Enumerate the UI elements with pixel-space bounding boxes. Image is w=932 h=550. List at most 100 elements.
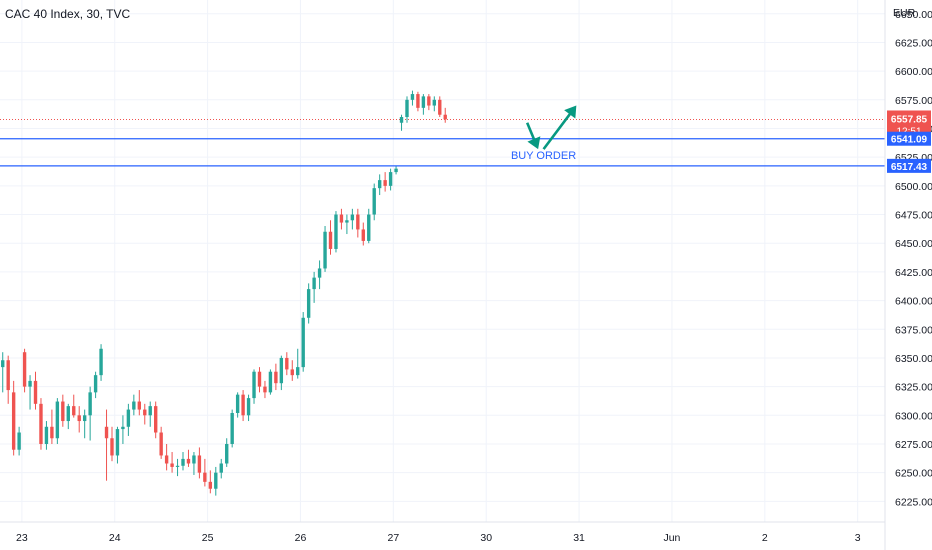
candle-body <box>28 380 32 387</box>
time-tick-label: 31 <box>573 532 585 544</box>
candle-body <box>154 406 158 433</box>
price-tick-label: 6575.00 <box>895 95 932 107</box>
price-tick-label: 6275.00 <box>895 439 932 451</box>
price-axis[interactable]: 6225.00 6250.00 6275.00 6300.00 6325.00 6350.… <box>895 9 932 509</box>
candle-body <box>285 357 289 370</box>
candle-body <box>438 99 442 115</box>
chart-title: CAC 40 Index, 30, TVC <box>5 7 131 21</box>
candle-body <box>99 348 103 376</box>
price-tick-label: 6500.00 <box>895 181 932 193</box>
candle-body <box>186 458 191 464</box>
candle-body <box>192 455 196 464</box>
candle-body <box>410 94 415 100</box>
price-tick-label: 6425.00 <box>895 267 932 279</box>
candle-body <box>274 371 278 384</box>
candle-body <box>55 401 60 439</box>
time-tick-label: 27 <box>387 532 399 544</box>
candle-body <box>405 99 409 118</box>
time-tick-label: 23 <box>16 532 28 544</box>
candle-body <box>17 432 21 450</box>
candle-body <box>126 409 131 427</box>
candle-body <box>268 371 273 393</box>
candle-body <box>394 168 398 173</box>
candle-body <box>246 398 251 416</box>
time-tick-label: 30 <box>480 532 492 544</box>
candle-body <box>104 426 109 439</box>
candle-body <box>11 392 16 450</box>
candle-body <box>421 96 426 108</box>
candle-body <box>77 415 81 422</box>
candle-body <box>137 401 141 410</box>
candle-body <box>334 214 338 249</box>
candle-body <box>121 426 125 430</box>
arrow-up-icon[interactable] <box>542 105 577 150</box>
price-tick-label: 6325.00 <box>895 382 932 394</box>
line-price-tag <box>887 131 931 146</box>
candle-body <box>1 360 5 368</box>
candle-body <box>279 357 284 384</box>
candle-body <box>301 317 305 368</box>
candle-body <box>197 455 202 473</box>
candle-body <box>208 481 213 489</box>
price-tick-label: 6400.00 <box>895 296 932 308</box>
candle-body <box>110 438 114 456</box>
candle-body <box>345 220 349 223</box>
candle-body <box>39 403 43 444</box>
candle-body <box>350 214 355 221</box>
candle-body <box>214 472 218 489</box>
time-tick-label: Jun <box>663 532 680 544</box>
candle-body <box>50 426 54 439</box>
candle-body <box>44 426 49 444</box>
line-price-value: 6517.43 <box>891 162 928 173</box>
candle-body <box>61 401 65 422</box>
candle-body <box>290 369 294 376</box>
candle-body <box>361 229 365 241</box>
currency-label: EUR <box>893 7 916 19</box>
candle-body <box>356 214 360 230</box>
candle-body <box>399 117 404 123</box>
candle-body <box>263 386 267 393</box>
candle-body <box>148 406 152 416</box>
candle-body <box>416 94 420 108</box>
candle-body <box>427 96 431 106</box>
line-price-tag <box>887 158 931 173</box>
price-tick-label: 6650.00 <box>895 9 932 21</box>
candle-body <box>143 409 147 416</box>
time-axis[interactable]: 23 24 25 26 27 30 31 Jun 2 3 <box>16 532 861 544</box>
candle-body <box>235 394 240 414</box>
candle-body <box>164 455 169 464</box>
arrow-down-icon[interactable] <box>525 122 541 150</box>
trend-arrows[interactable] <box>525 105 577 150</box>
grid-lines <box>0 0 885 522</box>
candle-body <box>181 458 185 466</box>
time-tick-label: 2 <box>762 532 768 544</box>
candle-body <box>6 360 10 391</box>
price-tick-label: 6475.00 <box>895 210 932 222</box>
candle-body <box>241 394 245 416</box>
candle-body <box>72 406 76 416</box>
price-tick-label: 6250.00 <box>895 468 932 480</box>
time-tick-label: 24 <box>109 532 121 544</box>
candle-body <box>328 231 333 249</box>
horizontal-price-lines[interactable] <box>0 118 885 167</box>
candle-body <box>88 392 92 416</box>
candle-body <box>339 214 344 223</box>
candle-body <box>159 432 163 456</box>
candle-body <box>306 289 311 318</box>
candle-body <box>115 429 120 456</box>
candle-body <box>432 99 436 106</box>
time-tick-label: 3 <box>855 532 861 544</box>
buy-order-annotation[interactable]: BUY ORDER <box>511 150 576 162</box>
candle-body <box>82 415 87 422</box>
candle-body <box>132 401 136 410</box>
candle-body <box>22 352 27 387</box>
candle-body <box>372 188 376 215</box>
candle-body <box>66 406 70 422</box>
candle-body <box>323 231 327 269</box>
candle-body <box>170 463 174 467</box>
candle-body <box>367 214 371 241</box>
candle-body <box>257 371 262 387</box>
current-price-value: 6557.85 <box>891 114 928 125</box>
price-tick-label: 6625.00 <box>895 37 932 49</box>
